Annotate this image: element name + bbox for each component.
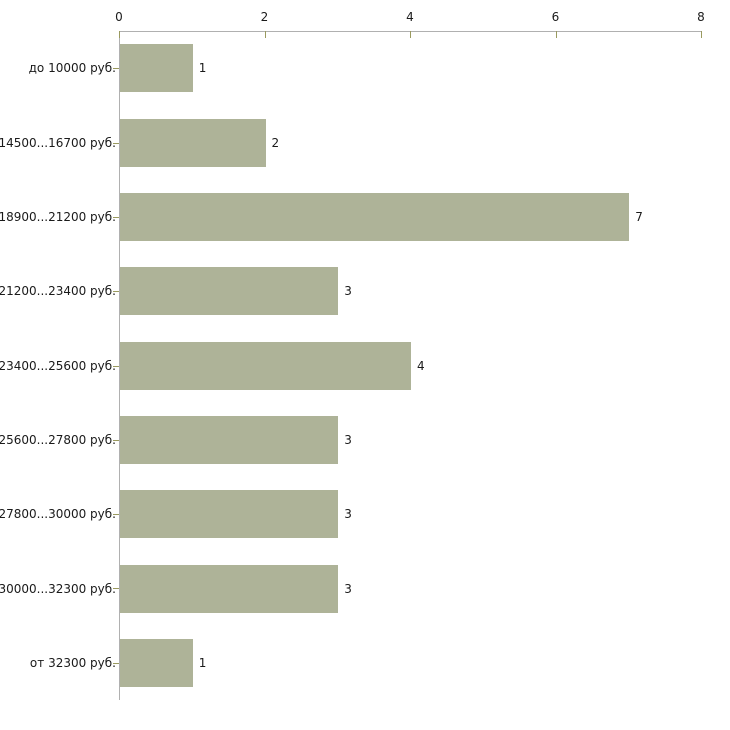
x-axis-tick-label: 0 [115, 10, 123, 24]
bar-value-label: 3 [344, 581, 352, 596]
bar-value-label: 1 [198, 61, 207, 76]
bar-value-label: 7 [635, 209, 643, 224]
x-axis-tick [555, 31, 557, 38]
y-axis-tick [113, 217, 119, 218]
y-axis-tick [113, 588, 119, 589]
bar[interactable] [120, 341, 411, 390]
x-axis-tick-label: 6 [551, 10, 560, 24]
bar[interactable] [120, 267, 339, 316]
bar-value-label: 2 [271, 135, 280, 150]
y-axis-category-label: 21200...23400 руб. [0, 284, 116, 299]
y-axis-category-label: до 10000 руб. [28, 61, 116, 76]
bar[interactable] [120, 192, 630, 241]
y-axis-tick [113, 514, 119, 515]
bar-value-label: 4 [417, 358, 425, 373]
y-axis-tick [113, 68, 119, 69]
bar[interactable] [120, 118, 266, 167]
y-axis-tick [113, 291, 119, 292]
y-axis-category-label: 25600...27800 руб. [0, 432, 116, 447]
y-axis-line [119, 31, 120, 700]
bar[interactable] [120, 638, 193, 687]
y-axis-tick [113, 143, 119, 144]
y-axis-category-label: 14500...16700 руб. [0, 135, 116, 150]
bar[interactable] [120, 490, 339, 539]
y-axis-category-label: от 32300 руб. [29, 655, 116, 670]
bar-value-label: 3 [344, 284, 352, 299]
y-axis-category-label: 27800...30000 руб. [0, 507, 116, 522]
y-axis-tick [113, 366, 119, 367]
x-axis-tick [119, 31, 120, 38]
x-axis-tick-label: 4 [406, 10, 414, 24]
x-axis-tick [264, 31, 266, 38]
bar[interactable] [120, 415, 339, 464]
y-axis-category-label: 23400...25600 руб. [0, 358, 116, 373]
bar-value-label: 3 [344, 432, 352, 447]
y-axis-category-label: 18900...21200 руб. [0, 209, 116, 224]
bar-value-label: 3 [344, 507, 352, 522]
y-axis-tick [113, 440, 119, 441]
y-axis-category-label: 30000...32300 руб. [0, 581, 116, 596]
bar-value-label: 1 [198, 655, 207, 670]
x-axis-tick-label: 8 [697, 10, 705, 24]
bar[interactable] [120, 564, 339, 613]
bar[interactable] [120, 44, 193, 93]
y-axis-category-labels: до 10000 руб. 14500...16700 руб. 18900...2… [0, 0, 119, 730]
y-axis-tick [113, 663, 119, 664]
x-axis-tick [410, 31, 411, 38]
x-axis-tick-label: 2 [260, 10, 269, 24]
x-axis-tick [701, 31, 702, 38]
